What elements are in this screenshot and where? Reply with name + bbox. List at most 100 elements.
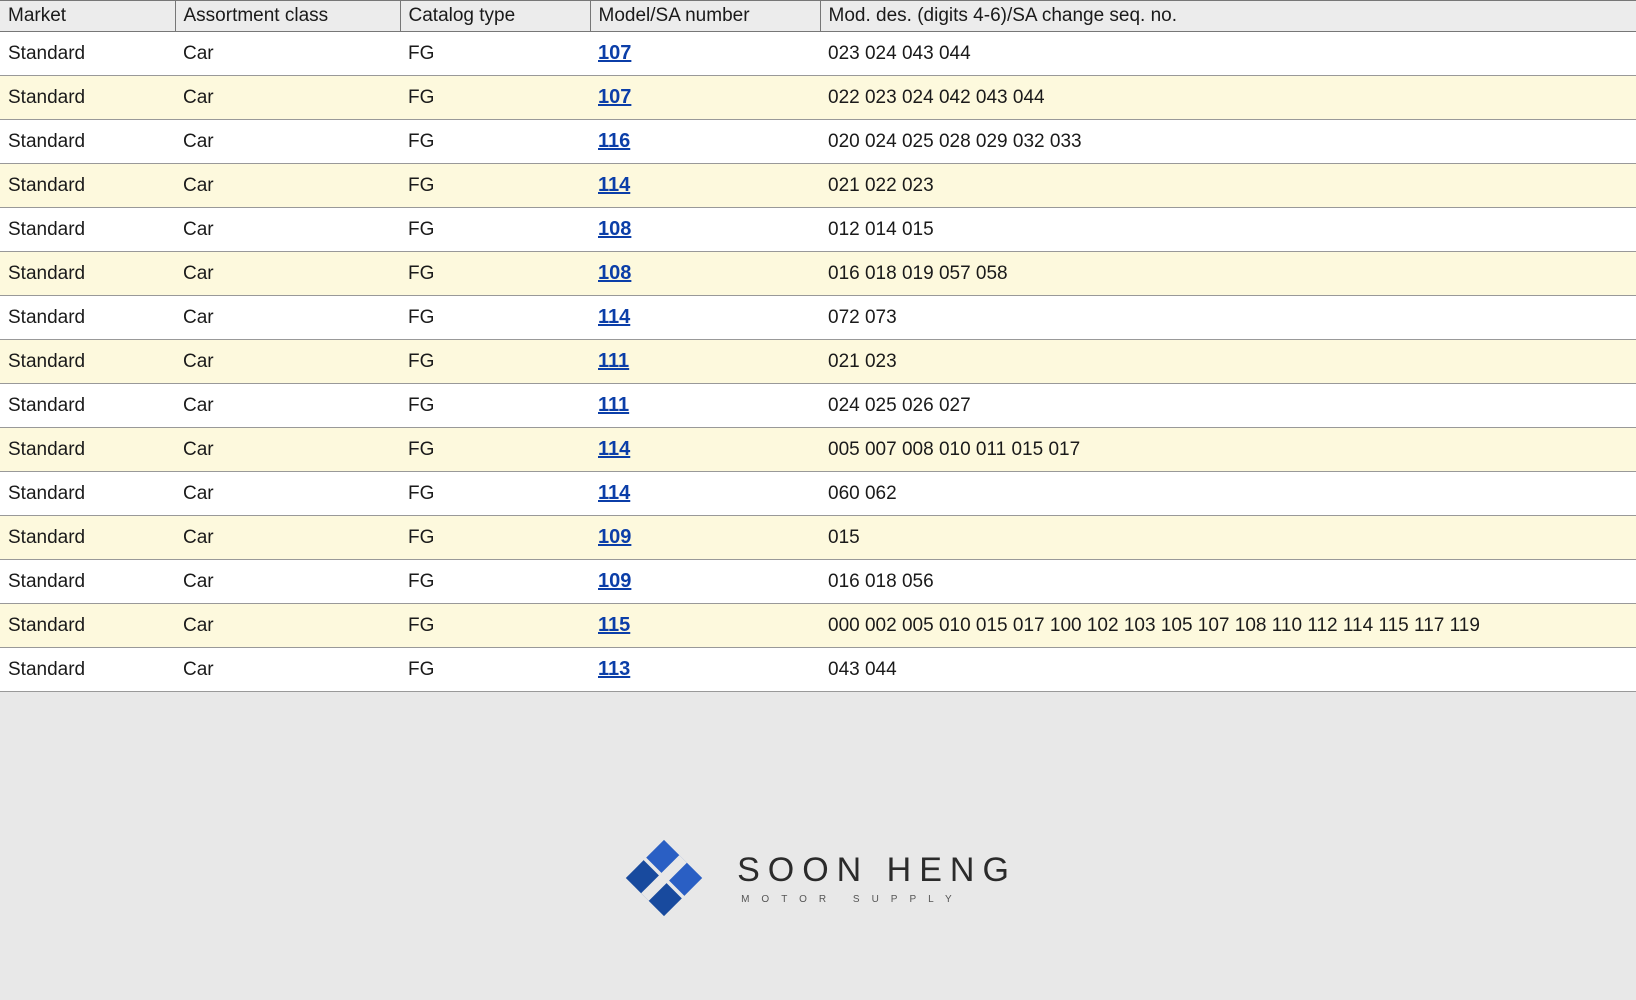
- cell-catalog: FG: [400, 648, 590, 692]
- table-row: StandardCarFG114005 007 008 010 011 015 …: [0, 428, 1636, 472]
- cell-mod: 000 002 005 010 015 017 100 102 103 105 …: [820, 604, 1636, 648]
- cell-market: Standard: [0, 120, 175, 164]
- table-row: StandardCarFG 116 020 024 025 028 029 032 …: [0, 120, 1636, 164]
- table-row: StandardCarFG115000 002 005 010 015 017 …: [0, 604, 1636, 648]
- cell-assort: Car: [175, 32, 400, 76]
- model-link[interactable]: 109: [598, 570, 631, 592]
- cell-model: 114: [590, 164, 820, 208]
- table-header: MarketAssortment classCatalog typeModel/…: [0, 1, 1636, 32]
- cell-model: 115: [590, 604, 820, 648]
- model-link[interactable]: 111: [598, 394, 629, 416]
- cell-catalog: FG: [400, 120, 590, 164]
- column-header-mod[interactable]: Mod. des. (digits 4-6)/SA change seq. no…: [820, 1, 1636, 32]
- cell-market: Standard: [0, 516, 175, 560]
- cell-assort: Car: [175, 428, 400, 472]
- column-header-catalog[interactable]: Catalog type: [400, 1, 590, 32]
- model-link[interactable]: 113: [598, 658, 630, 680]
- cell-assort: Car: [175, 252, 400, 296]
- cell-market: Standard: [0, 76, 175, 120]
- cell-market: Standard: [0, 472, 175, 516]
- cell-catalog: FG: [400, 164, 590, 208]
- cell-mod: 005 007 008 010 011 015 017: [820, 428, 1636, 472]
- model-link[interactable]: 116: [598, 130, 630, 152]
- cell-model: 116: [590, 120, 820, 164]
- cell-market: Standard: [0, 296, 175, 340]
- column-header-market[interactable]: Market: [0, 1, 175, 32]
- cell-catalog: FG: [400, 516, 590, 560]
- cell-market: Standard: [0, 384, 175, 428]
- cell-assort: Car: [175, 208, 400, 252]
- cell-model: 114: [590, 428, 820, 472]
- cell-model: 113: [590, 648, 820, 692]
- cell-model: 109: [590, 516, 820, 560]
- cell-market: Standard: [0, 560, 175, 604]
- cell-model: 111: [590, 340, 820, 384]
- table-row: StandardCarFG 107 023 024 043 044: [0, 32, 1636, 76]
- brand-name: SOON HENG: [737, 851, 1017, 890]
- cell-mod: 015: [820, 516, 1636, 560]
- model-link[interactable]: 115: [598, 614, 630, 636]
- table-body: StandardCarFG107023 024 043 044StandardC…: [0, 32, 1636, 692]
- cell-mod: 072 073: [820, 296, 1636, 340]
- model-link[interactable]: 114: [598, 306, 630, 328]
- table-row: StandardCarFG 108 016 018 019 057 058: [0, 252, 1636, 296]
- cell-model: 107: [590, 76, 820, 120]
- table-row: StandardCarFG111021 023: [0, 340, 1636, 384]
- model-link[interactable]: 114: [598, 174, 630, 196]
- column-header-assort[interactable]: Assortment class: [175, 1, 400, 32]
- cell-market: Standard: [0, 252, 175, 296]
- cell-catalog: FG: [400, 384, 590, 428]
- model-link[interactable]: 108: [598, 218, 631, 240]
- cell-mod: 021 022 023: [820, 164, 1636, 208]
- cell-catalog: FG: [400, 560, 590, 604]
- cell-assort: Car: [175, 560, 400, 604]
- cell-assort: Car: [175, 340, 400, 384]
- cell-catalog: FG: [400, 604, 590, 648]
- cell-mod: 016 018 056: [820, 560, 1636, 604]
- table-row: StandardCarFG 114 072 073: [0, 296, 1636, 340]
- parts-table: MarketAssortment classCatalog typeModel/…: [0, 0, 1636, 692]
- cell-catalog: FG: [400, 472, 590, 516]
- cell-market: Standard: [0, 648, 175, 692]
- cell-model: 108: [590, 252, 820, 296]
- cell-mod: 021 023: [820, 340, 1636, 384]
- cell-catalog: FG: [400, 296, 590, 340]
- cell-assort: Car: [175, 76, 400, 120]
- cell-model: 111: [590, 384, 820, 428]
- model-link[interactable]: 107: [598, 86, 631, 108]
- cell-mod: 060 062: [820, 472, 1636, 516]
- cell-mod: 012 014 015: [820, 208, 1636, 252]
- cell-market: Standard: [0, 32, 175, 76]
- table-row: StandardCarFG107022 023 024 042 043 044: [0, 76, 1636, 120]
- cell-catalog: FG: [400, 340, 590, 384]
- cell-assort: Car: [175, 120, 400, 164]
- cell-assort: Car: [175, 296, 400, 340]
- model-link[interactable]: 108: [598, 262, 631, 284]
- cell-mod: 023 024 043 044: [820, 32, 1636, 76]
- model-link[interactable]: 114: [598, 482, 630, 504]
- table-row: StandardCarFG114021 022 023: [0, 164, 1636, 208]
- footer: SOON HENG MOTOR SUPPLY: [0, 692, 1636, 1000]
- cell-assort: Car: [175, 604, 400, 648]
- cell-market: Standard: [0, 208, 175, 252]
- cell-catalog: FG: [400, 252, 590, 296]
- column-header-model[interactable]: Model/SA number: [590, 1, 820, 32]
- model-link[interactable]: 111: [598, 350, 629, 372]
- model-link[interactable]: 109: [598, 526, 631, 548]
- cell-catalog: FG: [400, 208, 590, 252]
- cell-mod: 016 018 019 057 058: [820, 252, 1636, 296]
- model-link[interactable]: 107: [598, 42, 631, 64]
- cell-model: 109: [590, 560, 820, 604]
- cell-mod: 022 023 024 042 043 044: [820, 76, 1636, 120]
- brand-logo: SOON HENG MOTOR SUPPLY: [619, 833, 1017, 923]
- cell-catalog: FG: [400, 32, 590, 76]
- model-link[interactable]: 114: [598, 438, 630, 460]
- cell-catalog: FG: [400, 428, 590, 472]
- cell-mod: 020 024 025 028 029 032 033: [820, 120, 1636, 164]
- brand-tagline: MOTOR SUPPLY: [737, 894, 1017, 905]
- table-row: StandardCarFG 108 012 014 015: [0, 208, 1636, 252]
- cell-mod: 024 025 026 027: [820, 384, 1636, 428]
- table-row: StandardCarFG114060 062: [0, 472, 1636, 516]
- cell-market: Standard: [0, 164, 175, 208]
- cell-model: 114: [590, 296, 820, 340]
